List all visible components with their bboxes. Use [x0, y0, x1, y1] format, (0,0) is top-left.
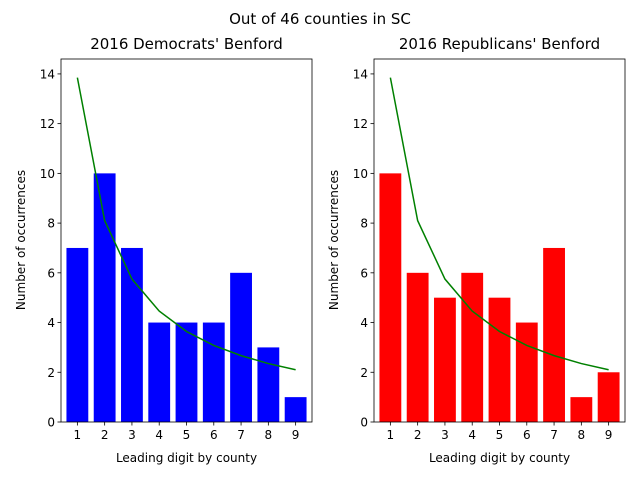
left-y-tick-label-10: 10 [40, 167, 55, 181]
left-bar-4 [148, 322, 171, 422]
right-y-tick-label-14: 14 [353, 67, 368, 81]
right-benford-line [389, 77, 609, 371]
left-chart: 2016 Democrats' Benford 1 2 3 4 5 6 7 8 90246810… [14, 35, 313, 465]
left-benford-line [76, 77, 296, 371]
right-y-tick-label-6: 6 [360, 266, 368, 280]
left-chart-title: 2016 Democrats' Benford [90, 35, 283, 53]
right-bar-4 [461, 272, 484, 422]
right-x-tick-label-2: 2 [414, 428, 422, 442]
right-bar-3 [434, 297, 456, 422]
right-bar-5 [488, 297, 511, 422]
left-x-tick-label-9: 9 [292, 428, 300, 442]
right-y-tick-label-0: 0 [360, 416, 368, 430]
left-x-tick-label-1: 1 [74, 428, 82, 442]
left-x-tick-label-3: 3 [128, 428, 136, 442]
right-chart-ylabel: Number of occurrences [327, 170, 341, 310]
left-bar-7 [230, 272, 252, 422]
left-y-tick-label-12: 12 [40, 117, 55, 131]
right-bar-9 [597, 372, 620, 422]
right-chart-title: 2016 Republicans' Benford [399, 35, 600, 53]
right-x-tick-label-3: 3 [441, 428, 449, 442]
left-bar-9 [284, 397, 307, 422]
left-x-tick-label-5: 5 [183, 428, 191, 442]
right-chart: 2016 Republicans' Benford 1 2 3 4 5 6 7 8 902468… [327, 35, 626, 465]
left-x-tick-label-7: 7 [237, 428, 245, 442]
right-bar-2 [406, 272, 429, 422]
right-chart-xlabel: Leading digit by county [429, 451, 570, 465]
left-y-tick-label-4: 4 [47, 316, 55, 330]
left-bar-6 [202, 322, 225, 422]
left-x-tick-label-4: 4 [155, 428, 163, 442]
left-bar-8 [257, 347, 280, 422]
right-bar-7 [543, 247, 565, 422]
left-y-tick-label-0: 0 [47, 416, 55, 430]
figure-suptitle: Out of 46 counties in SC [229, 10, 411, 28]
left-x-tick-label-8: 8 [265, 428, 273, 442]
right-x-tick-label-5: 5 [496, 428, 504, 442]
right-y-tick-label-10: 10 [353, 167, 368, 181]
right-x-tick-label-1: 1 [387, 428, 395, 442]
right-x-tick-label-6: 6 [523, 428, 531, 442]
right-y-tick-label-12: 12 [353, 117, 368, 131]
left-bar-3 [121, 247, 143, 422]
right-y-tick-label-2: 2 [360, 366, 368, 380]
left-x-tick-label-6: 6 [210, 428, 218, 442]
left-y-tick-label-2: 2 [47, 366, 55, 380]
right-x-tick-label-7: 7 [550, 428, 558, 442]
left-bar-2 [93, 173, 116, 422]
left-x-tick-label-2: 2 [101, 428, 109, 442]
left-chart-xlabel: Leading digit by county [116, 451, 257, 465]
right-x-tick-label-4: 4 [468, 428, 476, 442]
left-y-tick-label-14: 14 [40, 67, 55, 81]
right-y-tick-label-8: 8 [360, 217, 368, 231]
right-y-tick-label-4: 4 [360, 316, 368, 330]
left-bar-5 [175, 322, 198, 422]
right-bar-6 [515, 322, 538, 422]
left-bar-1 [66, 247, 89, 422]
left-y-tick-label-6: 6 [47, 266, 55, 280]
left-chart-ylabel: Number of occurrences [14, 170, 28, 310]
right-bar-1 [379, 173, 402, 422]
right-bar-8 [570, 397, 593, 422]
right-x-tick-label-8: 8 [578, 428, 586, 442]
left-y-tick-label-8: 8 [47, 217, 55, 231]
right-x-tick-label-9: 9 [605, 428, 613, 442]
